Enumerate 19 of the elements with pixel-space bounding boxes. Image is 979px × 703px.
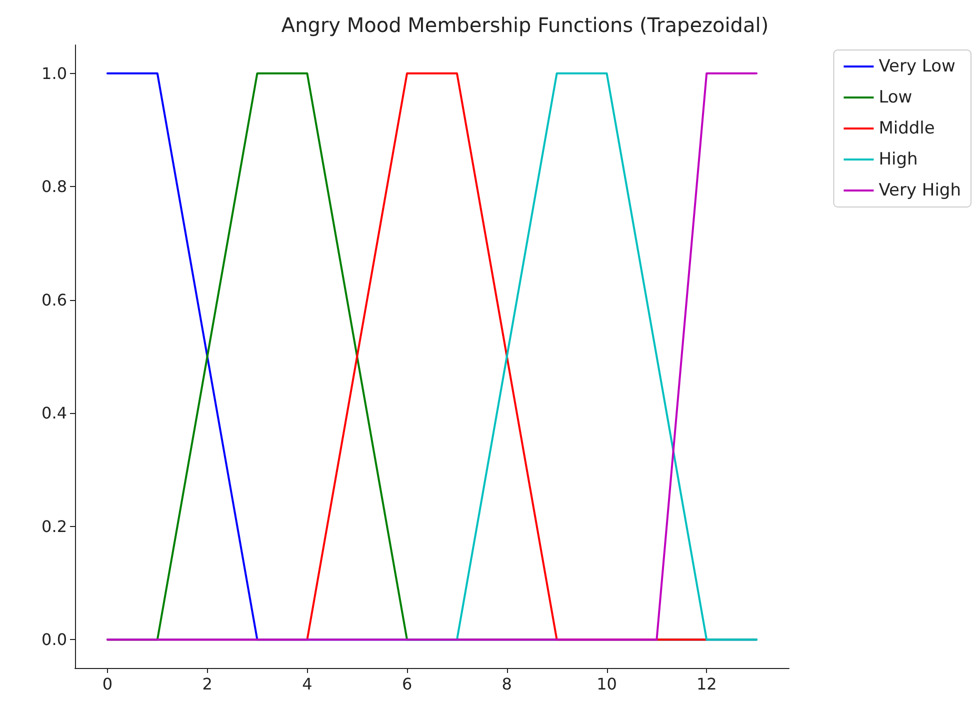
x-tick-label: 2	[202, 674, 212, 694]
y-tick-label: 0.4	[42, 404, 67, 423]
legend-label: Low	[878, 88, 912, 108]
x-tick-label: 8	[502, 674, 512, 694]
y-tick-label: 0.2	[42, 516, 67, 536]
y-tick-label: 1.0	[42, 64, 67, 83]
legend-label: Middle	[878, 118, 935, 138]
y-tick-label: 0.6	[42, 290, 67, 310]
x-tick-label: 6	[402, 674, 412, 694]
legend-label: High	[878, 150, 918, 170]
legend-label: Very High	[878, 180, 962, 200]
legend-label: Very Low	[878, 56, 956, 76]
x-tick-label: 10	[596, 674, 617, 694]
x-tick-label: 0	[102, 674, 113, 694]
x-tick-label: 4	[302, 674, 312, 694]
chart-title: Angry Mood Membership Functions (Trapezoidal)	[281, 13, 769, 37]
y-tick-label: 0.8	[42, 177, 67, 196]
x-tick-label: 12	[696, 674, 717, 694]
y-tick-label: 0.0	[42, 630, 67, 650]
